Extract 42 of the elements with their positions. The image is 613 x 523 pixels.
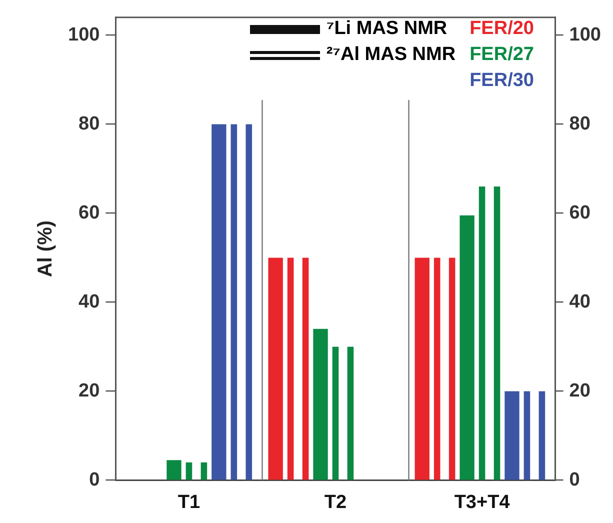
y-axis-title: Al (%) — [34, 220, 57, 278]
y-tick-label: 20 — [78, 380, 100, 402]
bar — [230, 124, 238, 480]
annotation: ²⁷Al MAS NMR — [326, 44, 456, 66]
annotation: ⁷Li MAS NMR — [326, 18, 448, 40]
bar — [414, 258, 430, 480]
bar — [302, 258, 309, 480]
y2-tick-label: 40 — [569, 291, 590, 312]
bar — [200, 462, 208, 480]
text: FER/30 — [470, 69, 534, 93]
x-tick-label: T2 — [324, 492, 347, 513]
bar — [287, 258, 294, 480]
text: FER/27 — [470, 43, 534, 67]
y-tick-label: 40 — [78, 291, 100, 312]
y2-tick-label: 60 — [569, 202, 590, 224]
bar — [460, 215, 474, 480]
x-tick-label: T3+T4 — [454, 492, 510, 513]
bar — [313, 328, 328, 480]
bar — [494, 186, 500, 480]
y2-tick-label: 0 — [569, 469, 580, 490]
text: FER/20 — [470, 17, 534, 41]
bar — [347, 346, 354, 480]
bar — [186, 462, 192, 480]
bar — [538, 391, 546, 480]
y-tick-label: 100 — [68, 24, 100, 46]
bar — [212, 124, 226, 480]
bar — [166, 460, 182, 480]
y2-tick-label: 100 — [569, 24, 601, 46]
bar — [448, 258, 456, 480]
bar — [332, 346, 339, 480]
x-tick-label: T1 — [178, 492, 200, 513]
bar — [268, 258, 283, 480]
bar — [478, 186, 486, 480]
bar — [524, 391, 530, 480]
bar — [504, 391, 520, 480]
y2-tick-label: 20 — [569, 380, 590, 402]
bar — [246, 124, 252, 480]
bar — [434, 258, 440, 480]
y-tick-label: 0 — [89, 469, 100, 490]
y-tick-label: 80 — [78, 113, 100, 134]
y2-tick-label: 80 — [569, 113, 590, 134]
y-tick-label: 60 — [78, 202, 100, 224]
